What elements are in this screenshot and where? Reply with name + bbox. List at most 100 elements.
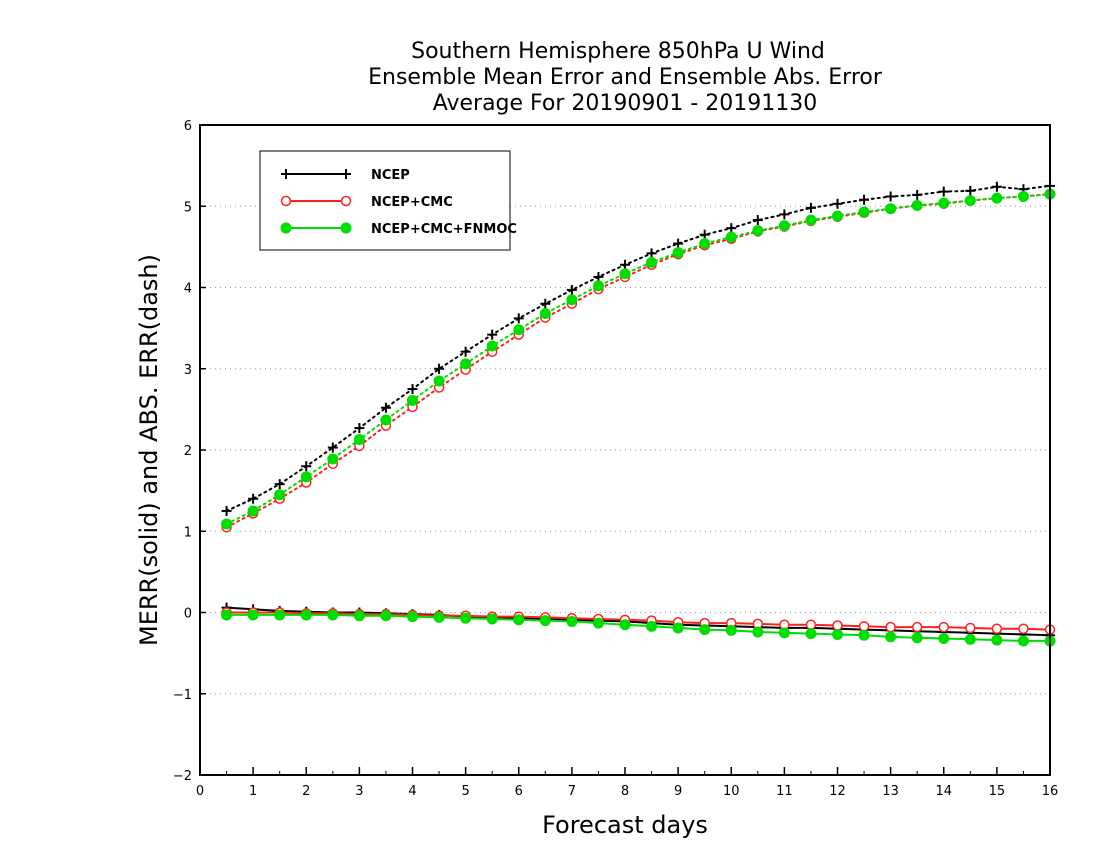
abs-err-point-ncep-cmc-fnmoc: [911, 199, 923, 211]
series-ncep-cmc: [221, 188, 1056, 635]
merr-point-ncep-cmc-fnmoc: [672, 622, 684, 634]
merr-point-ncep-cmc-fnmoc: [221, 609, 233, 621]
abs-err-point-ncep: [460, 346, 471, 357]
merr-point-ncep-cmc-fnmoc: [592, 617, 604, 629]
x-tick-label: 9: [674, 784, 682, 799]
legend-marker: [281, 169, 291, 179]
x-tick-label: 16: [1042, 784, 1059, 799]
abs-err-point-ncep: [540, 298, 551, 309]
y-tick-label: 0: [184, 607, 192, 622]
x-tick-label: 1: [249, 784, 257, 799]
title-line-2: Ensemble Mean Error and Ensemble Abs. Er…: [368, 65, 883, 90]
merr-line-ncep: [226, 606, 1051, 637]
merr-point-ncep-cmc-fnmoc: [885, 631, 897, 643]
abs-err-point-ncep: [380, 402, 391, 413]
abs-err-point-ncep-cmc-fnmoc: [778, 220, 790, 232]
merr-point-ncep-cmc: [965, 622, 976, 634]
abs-err-point-ncep: [779, 209, 790, 220]
merr-point-ncep-cmc-fnmoc: [407, 611, 418, 623]
abs-err-point-ncep: [805, 202, 816, 213]
y-tick-label: 5: [184, 200, 192, 215]
merr-point-ncep-cmc-fnmoc: [725, 624, 737, 636]
merr-point-ncep-cmc-fnmoc: [858, 629, 870, 641]
merr-point-ncep-cmc-fnmoc: [805, 628, 817, 640]
y-tick-label: 3: [184, 363, 192, 378]
abs-err-point-ncep-cmc-fnmoc: [513, 324, 525, 336]
abs-err-point-ncep-cmc-fnmoc: [725, 231, 737, 243]
abs-err-point-ncep-cmc-fnmoc: [433, 375, 445, 387]
legend-item-ncep: NCEP: [281, 168, 410, 183]
y-axis: −2 −1 0 1 2 3 4 5 6: [173, 119, 206, 784]
abs-err-point-ncep-cmc-fnmoc: [858, 206, 870, 218]
x-tick-label: 13: [882, 784, 899, 799]
legend-label: NCEP+CMC+FNMOC: [371, 222, 517, 237]
merr-point-ncep-cmc-fnmoc: [380, 610, 392, 622]
abs-err-point-ncep: [991, 181, 1002, 192]
x-axis: 0 1 2 3 4 5 6 7 8 9 10 11 12 13 14 15 16: [196, 767, 1058, 799]
abs-err-point-ncep: [407, 384, 418, 395]
legend-marker: [340, 195, 352, 207]
abs-err-point-ncep-cmc-fnmoc: [327, 453, 339, 465]
x-tick-label: 10: [723, 784, 740, 799]
abs-err-point-ncep: [912, 189, 923, 200]
abs-err-point-ncep: [859, 194, 870, 205]
merr-point-ncep-cmc-fnmoc: [832, 628, 843, 640]
merr-point-ncep-cmc: [1018, 623, 1029, 634]
merr-point-ncep-cmc-fnmoc: [274, 609, 286, 621]
y-tick-label: −2: [173, 769, 192, 784]
legend-marker: [280, 195, 292, 207]
legend-marker: [340, 222, 352, 234]
abs-err-point-ncep: [965, 185, 976, 196]
abs-err-point-ncep: [726, 223, 737, 234]
legend-marker: [341, 169, 351, 179]
y-tick-label: 2: [184, 444, 192, 459]
merr-point-ncep-cmc-fnmoc: [566, 615, 578, 627]
abs-err-point-ncep-cmc-fnmoc: [938, 197, 950, 209]
legend-marker: [280, 222, 292, 234]
abs-err-point-ncep: [699, 229, 710, 240]
abs-err-point-ncep-cmc-fnmoc: [300, 471, 312, 483]
x-axis-label: Forecast days: [542, 811, 708, 839]
y-tick-label: −1: [173, 688, 192, 703]
merr-point-ncep-cmc-fnmoc: [433, 611, 445, 623]
abs-err-point-ncep: [646, 248, 657, 259]
chart-title: Southern Hemisphere 850hPa U Wind Ensemb…: [368, 39, 883, 116]
merr-point-ncep-cmc: [858, 621, 870, 632]
merr-point-ncep-cmc-fnmoc: [247, 609, 259, 621]
abs-err-point-ncep: [354, 423, 365, 434]
abs-err-point-ncep-cmc-fnmoc: [247, 505, 259, 517]
merr-point-ncep-cmc-fnmoc: [699, 624, 711, 636]
title-line-3: Average For 20190901 - 20191130: [433, 91, 818, 116]
abs-err-point-ncep-cmc-fnmoc: [885, 203, 897, 215]
merr-point-ncep-cmc-fnmoc: [460, 612, 472, 624]
x-tick-label: 5: [461, 784, 469, 799]
abs-err-point-ncep-cmc-fnmoc: [1017, 191, 1029, 202]
abs-err-point-ncep-cmc-fnmoc: [407, 394, 418, 406]
abs-err-point-ncep: [752, 215, 763, 226]
abs-err-point-ncep: [301, 461, 312, 472]
x-tick-label: 4: [408, 784, 416, 799]
abs-err-point-ncep-cmc-fnmoc: [486, 340, 498, 352]
x-tick-label: 8: [621, 784, 629, 799]
merr-point-ncep-cmc-fnmoc: [486, 613, 498, 625]
abs-err-point-ncep: [434, 363, 445, 374]
merr-point-ncep-cmc-fnmoc: [911, 632, 923, 644]
x-tick-label: 3: [355, 784, 363, 799]
x-tick-label: 6: [515, 784, 523, 799]
merr-point-ncep-cmc-fnmoc: [619, 619, 631, 631]
y-tick-label: 4: [184, 282, 192, 297]
merr-point-ncep-cmc-fnmoc: [752, 626, 764, 638]
x-tick-label: 15: [989, 784, 1006, 799]
merr-point-ncep-cmc: [805, 619, 817, 630]
x-tick-label: 12: [829, 784, 846, 799]
abs-err-point-ncep-cmc-fnmoc: [699, 238, 711, 250]
abs-err-point-ncep-cmc-fnmoc: [592, 280, 604, 292]
x-tick-label: 2: [302, 784, 310, 799]
abs-err-point-ncep-cmc-fnmoc: [274, 489, 286, 501]
abs-err-point-ncep: [274, 479, 285, 490]
merr-point-ncep-cmc-fnmoc: [991, 634, 1003, 646]
abs-err-point-ncep-cmc-fnmoc: [539, 308, 551, 319]
series-layer: [221, 180, 1056, 647]
x-tick-label: 11: [776, 784, 793, 799]
